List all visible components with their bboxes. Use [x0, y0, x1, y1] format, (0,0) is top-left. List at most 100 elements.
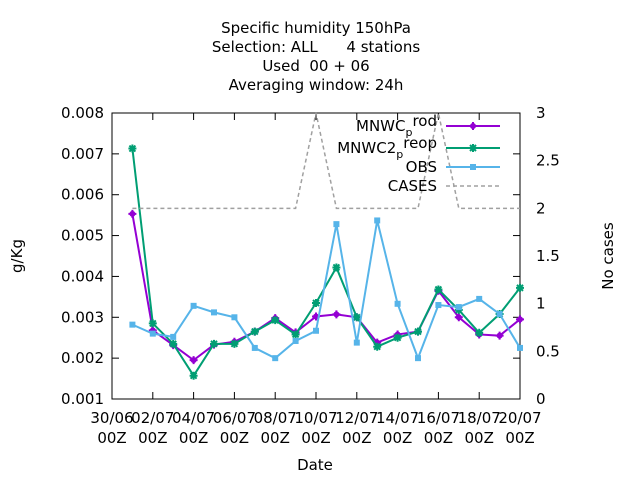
data-point-dot — [496, 332, 503, 339]
data-point-dot — [455, 314, 462, 321]
legend-label: OBS — [406, 158, 437, 176]
data-point — [394, 300, 401, 307]
data-point-dot — [129, 210, 136, 217]
data-point — [435, 302, 442, 309]
series-mnwc2-preop — [128, 144, 524, 380]
x-tick-label-hour: 00Z — [179, 429, 208, 447]
y2-tick-label: 2.5 — [536, 152, 560, 170]
data-point — [415, 355, 421, 362]
data-point — [475, 328, 484, 337]
data-point — [333, 221, 340, 228]
data-point — [211, 309, 217, 316]
data-point-dot — [333, 311, 340, 318]
legend-label: MNWC2preop — [337, 134, 437, 161]
y-tick-label: 0.002 — [61, 349, 104, 367]
data-point — [373, 342, 382, 351]
y-axis: 0.001 0.002 0.003 0.004 0.005 0.006 0.007 0.008 — [61, 104, 520, 408]
data-point — [313, 327, 319, 334]
data-point-dot — [190, 357, 197, 364]
x-tick-label-date: 14/07 — [376, 409, 419, 427]
y2-tick-label: 0.5 — [536, 342, 560, 360]
data-point — [291, 330, 300, 339]
data-point — [470, 164, 476, 170]
data-point — [210, 339, 218, 348]
title-line-1: Specific humidity 150hPa — [221, 19, 411, 37]
x-tick-label-date: 02/07 — [131, 409, 174, 427]
data-point — [332, 263, 341, 272]
y2-tick-label: 3 — [536, 104, 546, 122]
data-point — [476, 295, 483, 302]
data-point-dot — [517, 316, 523, 323]
y2-axis: 0 0.5 1 1.5 2 2.5 3 — [536, 104, 560, 408]
y-tick-label: 0.008 — [61, 104, 104, 122]
series-obs — [129, 217, 523, 362]
x-tick-label-hour: 00Z — [505, 429, 534, 447]
x-tick-label-hour: 00Z — [424, 429, 453, 447]
data-point — [393, 333, 402, 342]
title-line-4: Averaging window: 24h — [229, 76, 404, 94]
data-point — [272, 355, 279, 362]
x-tick-label-date: 04/07 — [172, 409, 215, 427]
data-point — [170, 333, 177, 340]
x-tick-label-date: 12/07 — [335, 409, 378, 427]
x-axis-label: Date — [297, 456, 333, 474]
y-tick-label: 0.003 — [61, 308, 104, 326]
x-tick-label-hour: 00Z — [261, 429, 290, 447]
data-point — [250, 327, 259, 336]
x-tick-label-hour: 00Z — [220, 429, 249, 447]
y2-axis-label: No cases — [599, 222, 617, 290]
series-line — [131, 213, 521, 362]
data-point — [230, 339, 239, 348]
series-layer — [128, 112, 524, 380]
y-axis-label: g/Kg — [8, 239, 26, 273]
data-point — [353, 339, 360, 346]
y2-tick-label: 1 — [536, 295, 546, 313]
x-tick-label-date: 30/06 — [90, 409, 133, 427]
legend-entry: MNWCprod — [356, 112, 500, 139]
x-tick-label-hour: 00Z — [465, 429, 494, 447]
data-point-dot — [470, 123, 476, 129]
legend-entry: OBS — [406, 158, 500, 176]
data-point — [231, 314, 238, 321]
data-point — [169, 339, 178, 348]
data-point — [129, 321, 136, 328]
y-tick-label: 0.001 — [61, 390, 104, 408]
data-point — [352, 313, 361, 322]
y-tick-label: 0.005 — [61, 227, 104, 245]
x-tick-label-hour: 00Z — [97, 429, 126, 447]
data-point — [374, 217, 381, 224]
x-tick-label-date: 18/07 — [458, 409, 501, 427]
x-tick-label-hour: 00Z — [342, 429, 371, 447]
y-tick-label: 0.007 — [61, 145, 104, 163]
plot-border — [111, 112, 521, 400]
data-point — [149, 330, 156, 337]
series-line — [131, 148, 521, 378]
data-point — [271, 316, 280, 325]
x-tick-label-hour: 00Z — [138, 429, 167, 447]
data-point — [312, 298, 320, 307]
legend-label: MNWCprod — [356, 112, 437, 139]
series-line — [131, 220, 521, 361]
data-point — [517, 344, 523, 351]
data-point — [414, 327, 422, 336]
data-point — [434, 285, 443, 294]
y-tick-label: 0.006 — [61, 186, 104, 204]
data-point — [251, 344, 258, 351]
data-point — [190, 302, 197, 309]
data-point — [148, 319, 157, 328]
chart-title: Specific humidity 150hPa Selection: ALL … — [212, 19, 420, 94]
x-tick-label-date: 16/07 — [417, 409, 460, 427]
x-tick-label-date: 06/07 — [213, 409, 256, 427]
x-tick-label-date: 20/07 — [498, 409, 541, 427]
data-point — [455, 304, 462, 311]
plot-area — [111, 112, 521, 400]
data-point — [292, 337, 299, 344]
series-line — [132, 112, 520, 210]
y2-tick-label: 1.5 — [536, 247, 560, 265]
data-point — [516, 283, 524, 292]
y2-tick-label: 2 — [536, 199, 546, 217]
title-line-2: Selection: ALL 4 stations — [212, 38, 420, 56]
x-tick-label-hour: 00Z — [301, 429, 330, 447]
